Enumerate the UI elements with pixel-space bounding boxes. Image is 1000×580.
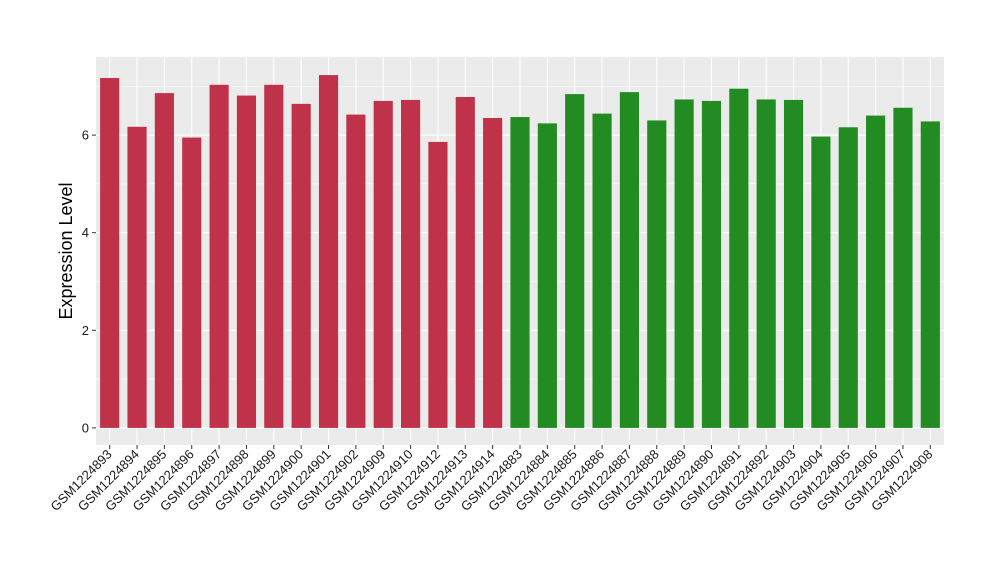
bar-GSM1224886 xyxy=(592,113,612,428)
bar-GSM1224892 xyxy=(756,99,776,428)
y-axis: 0 2 4 6 xyxy=(82,128,96,435)
bar-GSM1224899 xyxy=(264,84,284,428)
y-tick-label: 4 xyxy=(82,225,89,240)
bar-GSM1224891 xyxy=(729,88,749,428)
bar-GSM1224902 xyxy=(346,114,366,428)
bar-GSM1224895 xyxy=(154,93,174,428)
y-axis-title: Expression Level xyxy=(56,182,76,319)
x-axis: GSM1224893GSM1224894GSM1224895GSM1224896… xyxy=(47,445,935,514)
bar-GSM1224890 xyxy=(701,100,722,428)
bar-GSM1224900 xyxy=(291,103,311,428)
bar-GSM1224912 xyxy=(428,141,448,428)
bar-GSM1224907 xyxy=(893,107,913,428)
bar-GSM1224910 xyxy=(401,99,421,428)
y-tick-label: 0 xyxy=(82,420,89,435)
bar-GSM1224898 xyxy=(236,95,257,428)
bars-group xyxy=(100,75,940,428)
bar-GSM1224906 xyxy=(866,115,886,428)
bar-GSM1224897 xyxy=(209,84,229,428)
y-tick-label: 6 xyxy=(82,128,89,143)
bar-GSM1224903 xyxy=(783,99,804,428)
bar-GSM1224887 xyxy=(619,92,639,428)
bar-GSM1224901 xyxy=(318,75,339,428)
y-tick-label: 2 xyxy=(82,323,89,338)
bar-GSM1224913 xyxy=(455,97,475,428)
bar-GSM1224883 xyxy=(510,117,530,428)
bar-GSM1224884 xyxy=(537,123,557,428)
bar-GSM1224885 xyxy=(565,94,585,428)
bar-GSM1224904 xyxy=(811,136,831,428)
bar-GSM1224909 xyxy=(373,100,393,428)
bar-GSM1224894 xyxy=(127,126,147,428)
bar-GSM1224888 xyxy=(647,120,667,428)
bar-GSM1224893 xyxy=(100,77,120,428)
bar-GSM1224889 xyxy=(674,99,694,428)
bar-GSM1224896 xyxy=(182,137,202,428)
bar-GSM1224905 xyxy=(838,127,858,428)
bar-GSM1224908 xyxy=(920,121,940,428)
bar-GSM1224914 xyxy=(483,118,503,428)
